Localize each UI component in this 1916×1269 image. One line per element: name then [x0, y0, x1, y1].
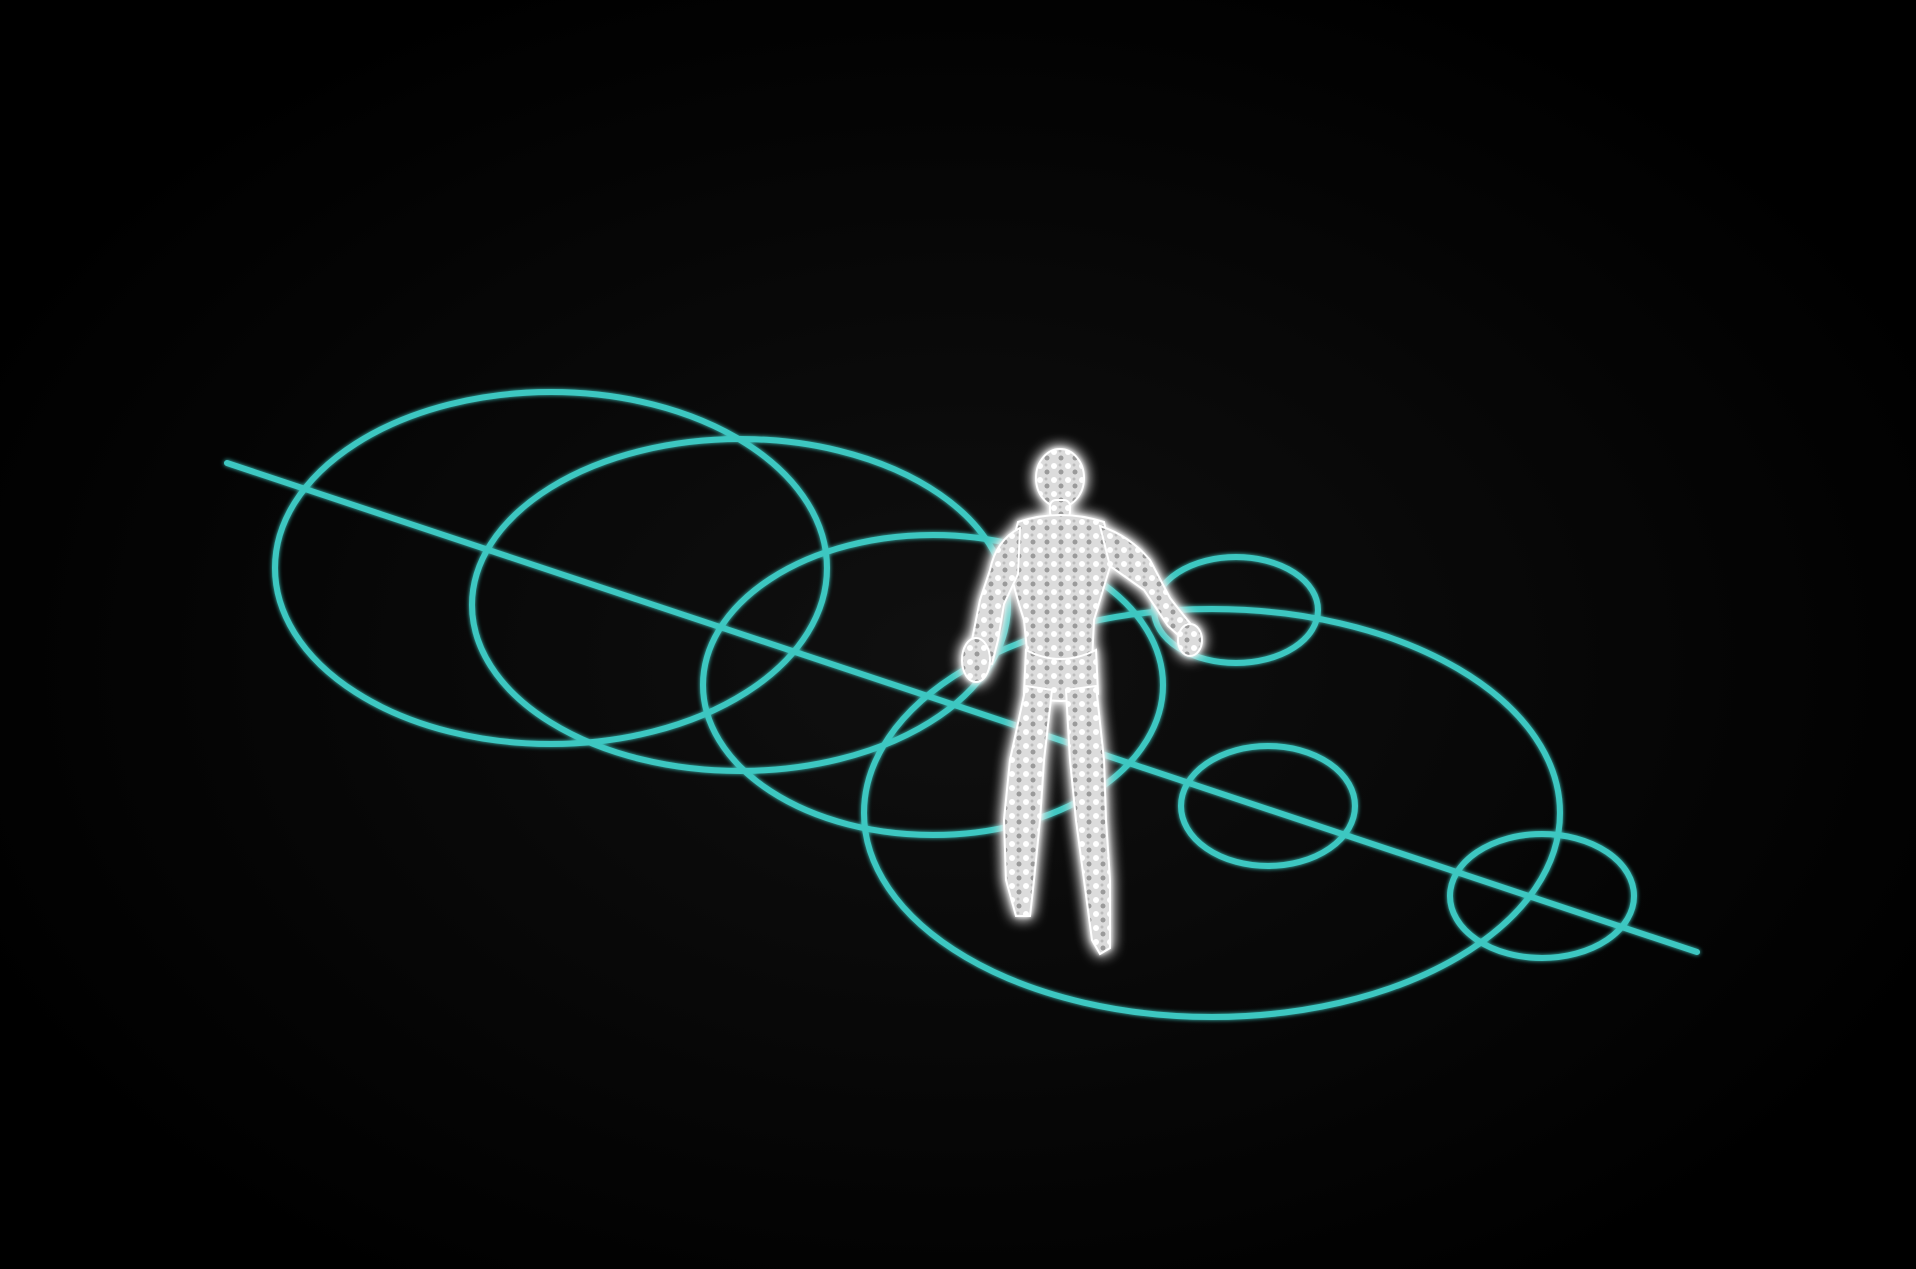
foot-ring-3 [1447, 831, 1637, 961]
path-guides [224, 389, 1700, 1020]
path-line [224, 460, 1700, 955]
foot-ring-1 [1151, 554, 1321, 666]
character-hand-right [1177, 623, 1203, 657]
character-leg-left [1002, 684, 1054, 917]
foot-ring-2 [1178, 743, 1358, 869]
character-hand-left [961, 637, 991, 683]
step-ring-3 [700, 532, 1166, 838]
character-torso [1006, 514, 1114, 667]
step-ring-2 [469, 436, 1011, 774]
step-ring-1 [272, 389, 830, 747]
character-leg-right [1064, 684, 1111, 956]
step-ring-4 [861, 606, 1563, 1020]
player-character[interactable] [961, 448, 1203, 956]
character-head [1035, 448, 1085, 508]
